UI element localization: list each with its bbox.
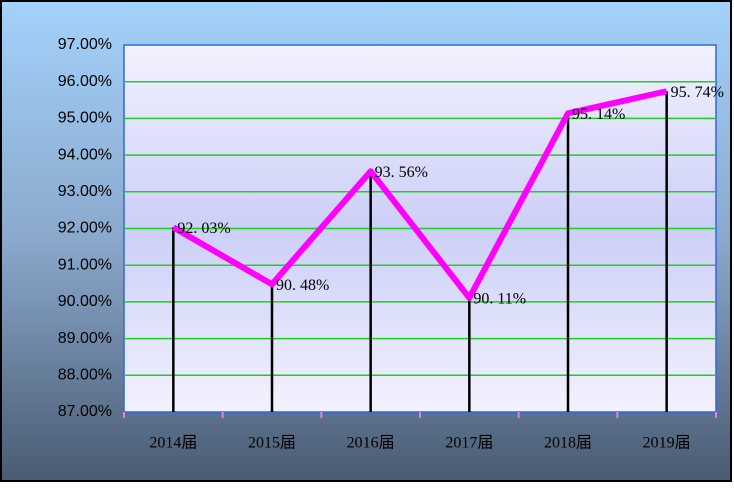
x-tick-label: 2018届 xyxy=(544,435,592,452)
y-tick-label: 96.00% xyxy=(58,73,112,90)
value-label: 93. 56% xyxy=(375,164,428,181)
x-tick-label: 2019届 xyxy=(643,435,691,452)
x-tick-label: 2016届 xyxy=(347,435,395,452)
y-tick-label: 89.00% xyxy=(58,330,112,347)
x-tick-label: 2015届 xyxy=(248,435,296,452)
value-label: 92. 03% xyxy=(177,220,230,237)
value-label: 90. 48% xyxy=(276,277,329,294)
value-label: 95. 74% xyxy=(671,84,724,101)
y-tick-label: 88.00% xyxy=(58,367,112,384)
y-tick-label: 95.00% xyxy=(58,110,112,127)
x-tick-label: 2014届 xyxy=(149,435,197,452)
value-label: 90. 11% xyxy=(473,291,526,308)
y-tick-label: 92.00% xyxy=(58,220,112,237)
y-tick-label: 97.00% xyxy=(58,36,112,53)
x-tick-label: 2017届 xyxy=(445,435,493,452)
y-tick-label: 91.00% xyxy=(58,256,112,273)
y-tick-label: 87.00% xyxy=(58,403,112,420)
y-tick-label: 90.00% xyxy=(58,293,112,310)
value-label: 95. 14% xyxy=(572,106,625,123)
y-tick-label: 94.00% xyxy=(58,146,112,163)
series-line xyxy=(171,88,668,301)
y-tick-label: 93.00% xyxy=(58,183,112,200)
